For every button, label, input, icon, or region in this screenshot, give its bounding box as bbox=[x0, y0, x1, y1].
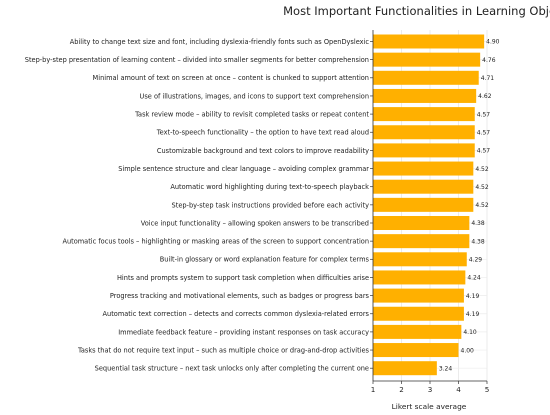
x-tick-label: 4 bbox=[456, 385, 461, 394]
x-tick-label: 2 bbox=[399, 385, 404, 394]
bar bbox=[373, 252, 467, 267]
value-label: 4.57 bbox=[477, 111, 491, 118]
chart-title: Most Important Functionalities in Learni… bbox=[283, 4, 550, 18]
x-tick-label: 5 bbox=[485, 385, 490, 394]
value-label: 4.19 bbox=[466, 293, 480, 300]
bar bbox=[373, 179, 474, 194]
value-label: 4.38 bbox=[471, 220, 485, 227]
category-label: Customizable background and text colors … bbox=[157, 147, 369, 155]
category-labels: Ability to change text size and font, in… bbox=[25, 38, 370, 373]
value-label: 4.71 bbox=[481, 75, 495, 82]
bar bbox=[373, 161, 474, 176]
value-label: 4.57 bbox=[477, 148, 491, 155]
category-label: Built-in glossary or word explanation fe… bbox=[160, 256, 370, 264]
bar bbox=[373, 143, 475, 158]
bar bbox=[373, 288, 464, 303]
x-axis-label: Likert scale average bbox=[392, 402, 467, 411]
category-label: Text-to-speech functionality – the optio… bbox=[156, 129, 369, 137]
bar bbox=[373, 234, 470, 249]
value-label: 4.00 bbox=[461, 347, 475, 354]
value-label: 4.52 bbox=[475, 166, 489, 173]
bar bbox=[373, 107, 475, 122]
bar bbox=[373, 306, 464, 321]
bar bbox=[373, 270, 466, 285]
category-label: Automatic word highlighting during text-… bbox=[170, 183, 369, 191]
category-label: Use of illustrations, images, and icons … bbox=[140, 92, 369, 100]
bar bbox=[373, 125, 475, 140]
category-label: Immediate feedback feature – providing i… bbox=[118, 328, 369, 336]
category-label: Voice input functionality – allowing spo… bbox=[141, 219, 369, 227]
value-label: 4.24 bbox=[467, 275, 481, 282]
category-label: Automatic focus tools – highlighting or … bbox=[62, 238, 369, 246]
value-label: 4.38 bbox=[471, 238, 485, 245]
category-label: Ability to change text size and font, in… bbox=[70, 38, 370, 46]
category-label: Minimal amount of text on screen at once… bbox=[93, 74, 369, 82]
value-label: 4.57 bbox=[477, 129, 491, 136]
x-ticks: 1 2 3 4 5 bbox=[371, 381, 490, 394]
value-labels: 4.90 4.76 4.71 4.62 4.57 4.57 4.57 4.52 4.52 4.52… bbox=[439, 39, 500, 373]
bars bbox=[373, 34, 485, 376]
category-label: Tasks that do not require text input – s… bbox=[77, 346, 370, 354]
bar bbox=[373, 52, 481, 67]
value-label: 4.19 bbox=[466, 311, 480, 318]
category-label: Step-by-step presentation of learning co… bbox=[25, 56, 369, 64]
bar bbox=[373, 70, 479, 85]
category-label: Task review mode – ability to revisit co… bbox=[134, 111, 369, 119]
bar bbox=[373, 343, 459, 358]
value-label: 4.76 bbox=[482, 57, 496, 64]
category-label: Step-by-step task instructions provided … bbox=[172, 201, 370, 209]
bar bbox=[373, 197, 474, 212]
value-label: 4.29 bbox=[469, 257, 483, 264]
value-label: 4.62 bbox=[478, 93, 492, 100]
x-tick-label: 1 bbox=[371, 385, 376, 394]
x-tick-label: 3 bbox=[428, 385, 433, 394]
value-label: 4.52 bbox=[475, 202, 489, 209]
value-label: 4.52 bbox=[475, 184, 489, 191]
value-label: 3.24 bbox=[439, 365, 453, 372]
category-label: Hints and prompts system to support task… bbox=[117, 274, 369, 282]
bar bbox=[373, 88, 477, 103]
bar bbox=[373, 324, 462, 339]
bar bbox=[373, 361, 437, 376]
category-label: Simple sentence structure and clear lang… bbox=[118, 165, 369, 173]
category-label: Automatic text correction – detects and … bbox=[103, 310, 370, 318]
bar bbox=[373, 216, 470, 230]
category-label: Sequential task structure – next task un… bbox=[95, 365, 369, 373]
value-label: 4.90 bbox=[486, 39, 500, 46]
value-label: 4.10 bbox=[463, 329, 477, 336]
category-label: Progress tracking and motivational eleme… bbox=[110, 292, 370, 300]
bar bbox=[373, 34, 485, 49]
